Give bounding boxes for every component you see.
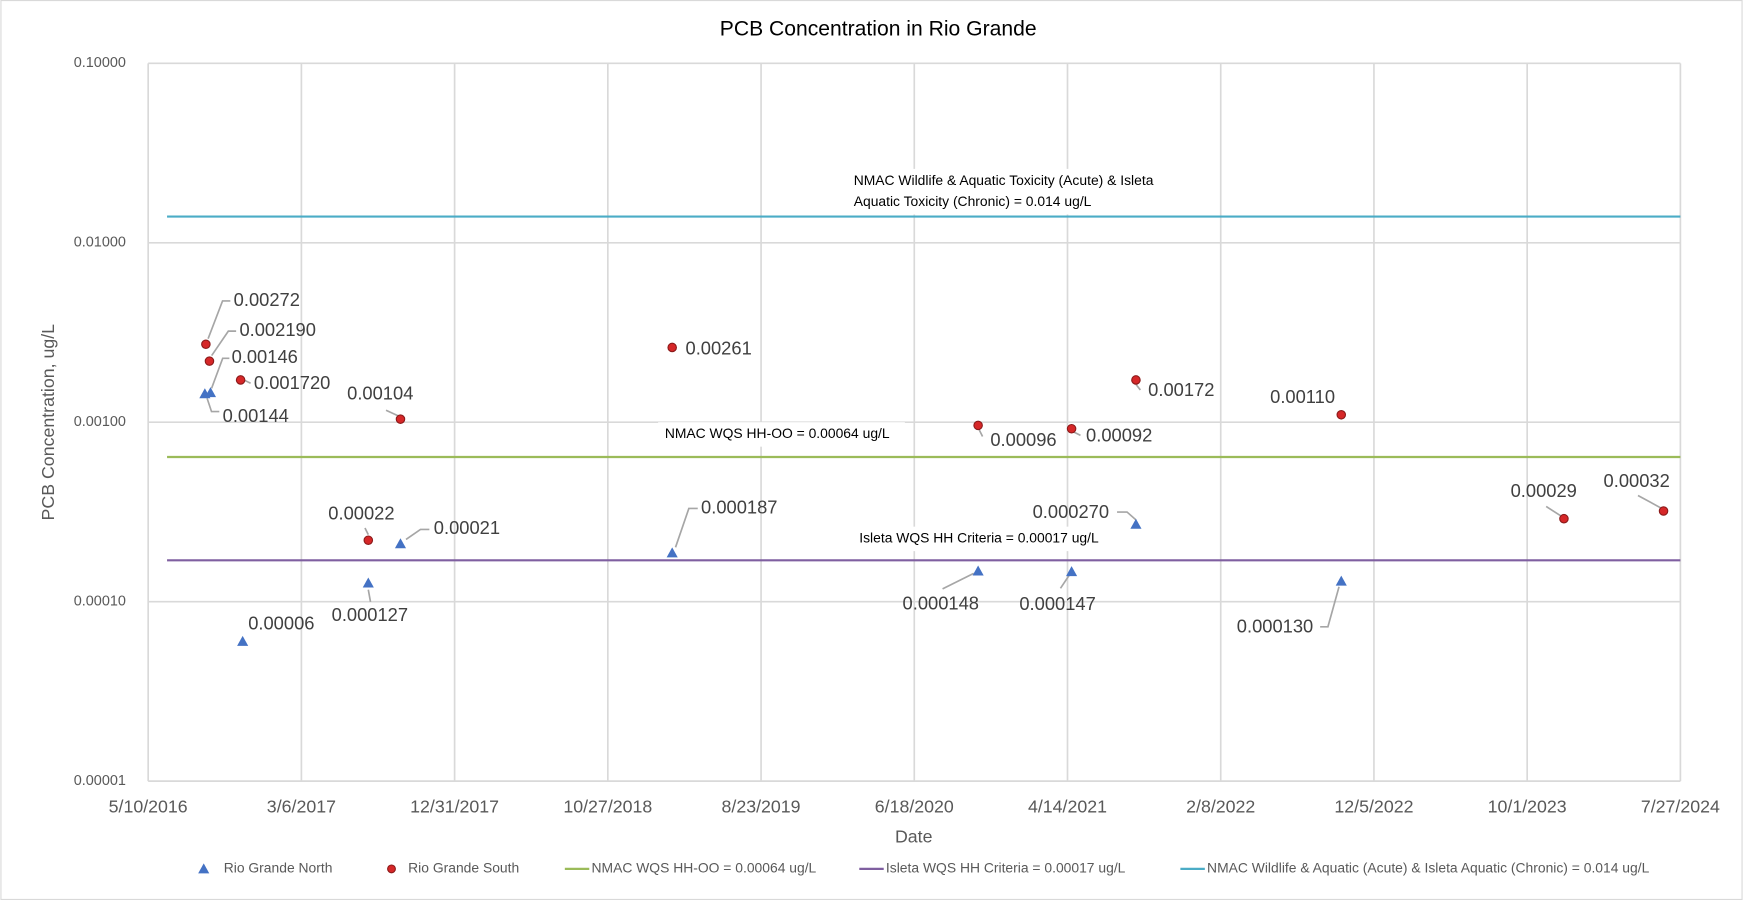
- data-point: [395, 414, 406, 424]
- y-tick-label: 0.00100: [74, 414, 126, 430]
- annotation: NMAC WQS HH-OO = 0.00064 ug/L: [665, 425, 890, 441]
- leader-line: [1320, 586, 1340, 628]
- leader-line: [674, 507, 698, 548]
- data-label: 0.00146: [232, 346, 298, 367]
- y-tick-label: 0.01000: [74, 235, 126, 251]
- legend-label: Isleta WQS HH Criteria = 0.00017 ug/L: [886, 860, 1126, 876]
- data-label: 0.000270: [1033, 501, 1109, 522]
- data-point: [1559, 513, 1569, 524]
- x-tick-label: 7/27/2024: [1641, 796, 1720, 816]
- data-point: [363, 535, 374, 545]
- data-label: 0.000147: [1019, 593, 1095, 614]
- annotation: Isleta WQS HH Criteria = 0.00017 ug/L: [859, 530, 1099, 546]
- data-label: 0.00022: [328, 503, 394, 524]
- data-point: [667, 342, 677, 353]
- leader-line: [210, 357, 230, 389]
- data-label: 0.001720: [254, 372, 330, 393]
- data-label: 0.000148: [903, 592, 979, 613]
- y-tick-label: 0.10000: [74, 55, 126, 71]
- legend-label: NMAC Wildlife & Aquatic (Acute) & Isleta…: [1207, 860, 1650, 876]
- data-point: [973, 420, 983, 431]
- y-axis-label: PCB Concentration, ug/L: [38, 324, 58, 521]
- x-tick-label: 6/18/2020: [875, 796, 954, 816]
- y-tick-label: 0.00001: [74, 773, 126, 789]
- data-label: 0.00144: [223, 405, 289, 426]
- data-label: 0.000130: [1237, 616, 1313, 637]
- leader-line: [206, 397, 220, 413]
- x-tick-label: 5/10/2016: [109, 796, 188, 816]
- leader-line: [367, 589, 372, 603]
- legend-label: Rio Grande North: [224, 860, 333, 876]
- data-label: 0.00172: [1148, 379, 1214, 400]
- data-point: [394, 538, 407, 549]
- data-point: [1066, 423, 1077, 434]
- data-label: 0.00272: [234, 289, 300, 310]
- data-point: [1131, 375, 1141, 385]
- annotation: Aquatic Toxicity (Chronic) = 0.014 ug/L: [854, 193, 1092, 209]
- data-label: 0.00021: [434, 517, 500, 538]
- data-label: 0.00261: [686, 338, 752, 359]
- data-point: [204, 356, 215, 366]
- leader-line: [207, 300, 231, 339]
- leader-line: [364, 527, 370, 536]
- leader-line: [1545, 505, 1563, 518]
- data-label: 0.00032: [1604, 470, 1670, 491]
- data-label: 0.002190: [239, 319, 315, 340]
- leader-line: [942, 572, 975, 590]
- x-tick-label: 4/14/2021: [1028, 796, 1107, 816]
- data-point: [1335, 575, 1347, 586]
- x-tick-label: 8/23/2019: [722, 796, 801, 816]
- leader-line: [1117, 511, 1137, 521]
- y-tick-label: 0.00010: [74, 593, 126, 609]
- data-point: [1130, 518, 1142, 529]
- data-point: [1066, 566, 1078, 577]
- legend-marker: [198, 863, 210, 874]
- annotation-bg: [847, 168, 1212, 215]
- data-label: 0.00096: [990, 429, 1056, 450]
- leader-line: [385, 409, 399, 417]
- data-point: [362, 577, 374, 588]
- data-point: [972, 565, 984, 576]
- data-label: 0.00006: [248, 613, 314, 634]
- leader-line: [978, 429, 984, 437]
- legend-label: Rio Grande South: [408, 860, 519, 876]
- data-point: [204, 387, 217, 398]
- leader-line: [405, 528, 430, 541]
- leader-line: [1059, 574, 1071, 589]
- x-tick-label: 10/27/2018: [563, 796, 652, 816]
- leader-line: [210, 330, 237, 357]
- data-point: [1658, 506, 1669, 516]
- annotation: NMAC Wildlife & Aquatic Toxicity (Acute)…: [854, 172, 1154, 188]
- data-label: 0.00110: [1270, 386, 1335, 407]
- annotation-bg: [852, 526, 1106, 552]
- data-label: 0.000187: [701, 496, 777, 517]
- data-point: [201, 339, 211, 350]
- x-tick-label: 12/31/2017: [410, 796, 499, 816]
- data-label: 0.00104: [347, 383, 413, 404]
- data-label: 0.00029: [1511, 480, 1577, 501]
- x-tick-label: 3/6/2017: [267, 796, 336, 816]
- leader-line: [1637, 494, 1663, 510]
- x-tick-label: 2/8/2022: [1186, 796, 1255, 816]
- leader-line: [1135, 383, 1142, 391]
- x-tick-label: 10/1/2023: [1488, 796, 1567, 816]
- legend-label: NMAC WQS HH-OO = 0.00064 ug/L: [592, 860, 817, 876]
- data-point: [1336, 410, 1347, 420]
- data-point: [237, 635, 249, 646]
- chart-title: PCB Concentration in Rio Grande: [720, 18, 1037, 41]
- x-tick-label: 12/5/2022: [1334, 796, 1413, 816]
- data-label: 0.00092: [1086, 424, 1152, 445]
- legend-marker: [387, 864, 396, 874]
- data-point: [666, 547, 678, 558]
- leader-line: [1073, 431, 1081, 437]
- annotation-bg: [658, 422, 905, 447]
- data-point: [235, 375, 246, 385]
- data-label: 0.000127: [332, 604, 408, 625]
- x-axis-label: Date: [895, 826, 933, 846]
